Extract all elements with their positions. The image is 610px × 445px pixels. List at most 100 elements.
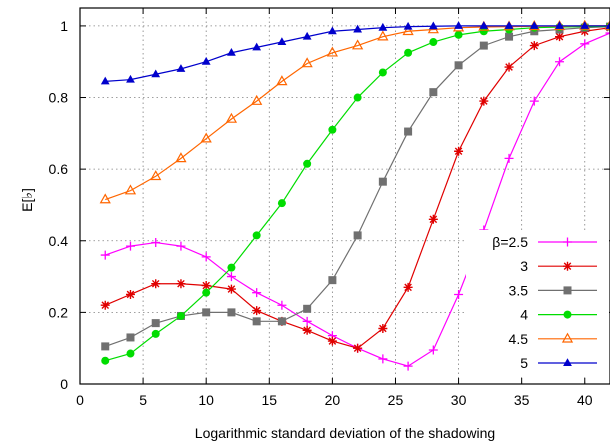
data-point (150, 170, 162, 181)
data-point (378, 22, 388, 31)
legend-marker (563, 237, 572, 247)
data-point (479, 96, 489, 106)
legend-marker (563, 286, 572, 295)
data-point (302, 316, 312, 326)
data-point (328, 276, 337, 285)
data-point (226, 284, 236, 294)
data-point (101, 342, 110, 351)
y-tick-label: 0.6 (49, 161, 69, 177)
data-point (252, 288, 262, 298)
data-point (151, 69, 161, 78)
y-tick-label: 1 (60, 18, 68, 34)
data-point (125, 289, 135, 299)
legend-label: 3 (520, 258, 528, 274)
data-point (351, 39, 364, 50)
legend-marker (563, 261, 572, 271)
x-tick-label: 40 (577, 392, 593, 408)
data-point (202, 288, 211, 297)
legend-label: β=2.5 (492, 234, 528, 250)
legend-item: 3 (520, 258, 597, 274)
data-point (605, 28, 610, 38)
data-point (326, 46, 339, 57)
series-5 (100, 21, 610, 85)
data-point (327, 336, 337, 346)
data-point (504, 62, 514, 72)
x-tick-label: 30 (451, 392, 467, 408)
data-point (302, 31, 312, 40)
legend-marker (561, 332, 574, 343)
data-point (604, 19, 610, 30)
data-point (176, 311, 185, 320)
data-point (504, 153, 514, 163)
legend-item: 4.5 (509, 331, 597, 347)
data-point (605, 21, 610, 29)
legend-label: 4.5 (509, 331, 529, 347)
data-point (252, 231, 261, 240)
data-point (227, 263, 236, 272)
data-point (176, 279, 186, 289)
data-point (377, 30, 389, 41)
legend-label: 3.5 (509, 282, 529, 298)
y-axis-label: E[♭] (19, 188, 35, 212)
y-tick-label: 0 (60, 376, 68, 392)
data-point (479, 41, 488, 50)
data-point (201, 281, 211, 291)
x-tick-label: 20 (325, 392, 341, 408)
data-point (429, 38, 438, 47)
data-point (99, 193, 111, 204)
data-point (303, 159, 312, 168)
data-point (100, 250, 110, 260)
data-point (101, 356, 110, 365)
y-tick-label: 0.2 (49, 304, 69, 320)
data-point (353, 93, 362, 102)
data-point (227, 308, 236, 317)
data-point (151, 279, 161, 289)
data-point (277, 199, 286, 208)
data-point (378, 68, 387, 77)
data-point (124, 184, 137, 195)
x-tick-label: 5 (139, 392, 147, 408)
data-point (403, 361, 413, 371)
data-point (100, 300, 110, 310)
data-point (201, 56, 211, 65)
data-point (151, 329, 160, 338)
data-point (176, 241, 186, 251)
data-point (428, 345, 438, 355)
data-point (353, 231, 362, 240)
data-point (428, 214, 438, 224)
data-point (479, 27, 488, 36)
data-point (353, 343, 363, 353)
data-point (276, 75, 288, 86)
data-point (328, 125, 337, 134)
data-point (454, 21, 463, 29)
data-point (580, 21, 590, 29)
legend: β=2.5 3 3.5 4 4.5 5 (466, 230, 609, 376)
data-point (126, 349, 135, 358)
data-point (126, 74, 135, 83)
data-point (454, 289, 464, 299)
data-point (555, 32, 565, 42)
data-point (403, 282, 413, 292)
data-point (579, 19, 591, 30)
data-point (378, 177, 387, 186)
data-point (125, 241, 135, 251)
data-point (529, 96, 539, 106)
data-point (327, 26, 337, 35)
x-tick-label: 10 (198, 392, 214, 408)
data-point (555, 21, 564, 29)
data-point (277, 317, 286, 326)
legend-item: 3.5 (509, 282, 597, 298)
data-point (454, 30, 463, 39)
data-point (251, 94, 263, 105)
data-point (454, 146, 464, 156)
plot-area (99, 19, 610, 371)
data-point (428, 21, 438, 30)
legend-marker (563, 358, 572, 366)
data-point (226, 272, 236, 282)
data-point (505, 32, 514, 41)
data-point (201, 252, 211, 262)
data-point (303, 304, 312, 313)
legend-label: 5 (520, 355, 528, 371)
